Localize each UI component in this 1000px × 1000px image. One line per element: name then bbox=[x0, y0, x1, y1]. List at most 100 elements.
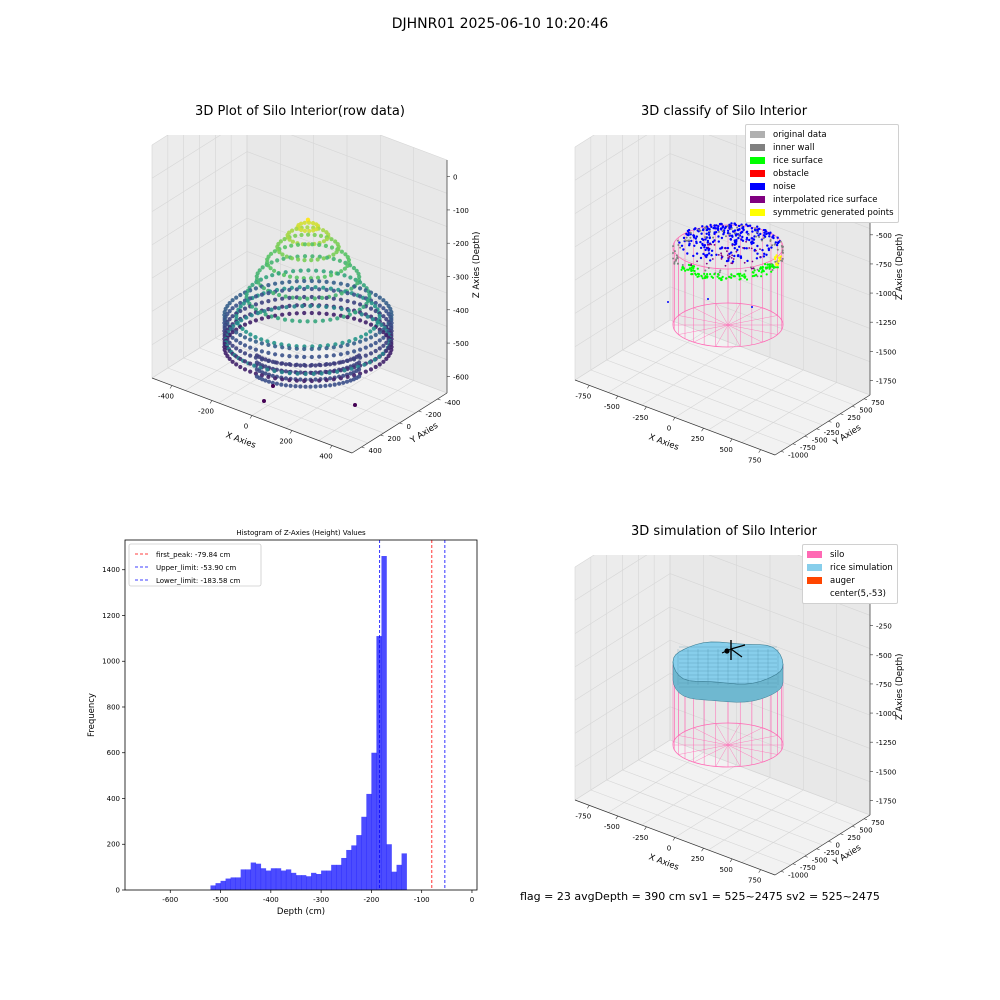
raw-data-point bbox=[297, 296, 302, 301]
histogram-y-tick-label: 0 bbox=[116, 887, 120, 895]
raw-data-point bbox=[363, 345, 368, 350]
raw-data-point bbox=[367, 360, 372, 365]
raw-data-point bbox=[337, 360, 342, 365]
classify-inner-wall-point bbox=[771, 269, 774, 271]
raw-data-point bbox=[373, 304, 378, 309]
raw-outlier-point bbox=[262, 399, 266, 403]
raw-data-point bbox=[339, 306, 344, 312]
classify-noise-point bbox=[756, 229, 759, 232]
raw-data-point bbox=[225, 353, 230, 359]
classify-interpolated-point bbox=[711, 258, 714, 260]
classify-interpolated-point bbox=[745, 240, 747, 243]
raw-data-point bbox=[280, 377, 285, 382]
raw-data-point bbox=[258, 277, 263, 282]
classify-inner-wall-point bbox=[718, 271, 721, 274]
raw-data-point bbox=[234, 330, 239, 335]
raw-data-point bbox=[373, 300, 378, 306]
classify-x-tick-label: -500 bbox=[604, 403, 620, 411]
classify-noise-point bbox=[775, 243, 779, 247]
raw-data-point bbox=[331, 369, 336, 374]
raw-y-tick bbox=[361, 446, 365, 449]
classify-noise-point bbox=[766, 244, 769, 247]
simulation-silo-bottom-spoke bbox=[727, 723, 741, 746]
classify-inner-wall-point bbox=[672, 245, 675, 248]
raw-data-point bbox=[357, 274, 362, 279]
classify-noise-point bbox=[751, 306, 753, 308]
classify-inner-wall-point bbox=[754, 227, 757, 230]
raw-data-point bbox=[334, 250, 339, 255]
classify-y-tick bbox=[852, 405, 856, 408]
classify-legend-swatch bbox=[750, 183, 765, 190]
raw-data-point bbox=[248, 361, 253, 366]
raw-data-point bbox=[296, 257, 301, 262]
classify-noise-point bbox=[721, 225, 725, 228]
simulation-y-tick bbox=[816, 848, 820, 851]
classify-x-tick bbox=[701, 428, 704, 432]
simulation-silo-bottom-spoke bbox=[715, 744, 729, 767]
classify-interpolated-point bbox=[706, 243, 709, 246]
classify-rice-surface-point bbox=[736, 273, 739, 276]
raw-data-point bbox=[234, 346, 239, 351]
raw-data-point bbox=[259, 349, 264, 354]
raw-data-point bbox=[358, 286, 363, 291]
raw-data-point bbox=[323, 362, 328, 367]
raw-data-point bbox=[302, 346, 307, 352]
classify-rice-surface-point bbox=[776, 266, 779, 269]
classify-noise-point bbox=[706, 239, 710, 243]
raw-data-point bbox=[309, 258, 314, 263]
classify-legend-item: noise bbox=[750, 180, 894, 193]
panel-classify-title: 3D classify of Silo Interior bbox=[640, 104, 808, 119]
classify-rice-surface-point bbox=[692, 265, 695, 268]
simulation-x-tick-label: 750 bbox=[748, 877, 761, 885]
raw-data-point bbox=[259, 341, 264, 346]
raw-data-point bbox=[371, 326, 376, 331]
raw-data-point bbox=[377, 330, 382, 335]
classify-interpolated-point bbox=[750, 267, 753, 270]
raw-data-point bbox=[349, 366, 354, 371]
raw-data-point bbox=[250, 282, 255, 287]
raw-data-point bbox=[273, 344, 278, 349]
raw-data-point bbox=[242, 359, 248, 364]
classify-z-tick-label: -1250 bbox=[876, 319, 896, 327]
classify-legend: original data inner wall rice surface obsta… bbox=[745, 124, 899, 223]
raw-data-point bbox=[358, 318, 363, 323]
classify-noise-point bbox=[713, 232, 716, 236]
classify-rice-surface-point bbox=[704, 276, 707, 279]
raw-data-point bbox=[381, 298, 386, 303]
raw-data-point bbox=[324, 279, 329, 284]
depth-histogram[interactable]: Histogram of Z-Axies (Height) Values -600… bbox=[80, 520, 490, 920]
histogram-bar bbox=[245, 869, 252, 890]
classify-inner-wall-point bbox=[673, 262, 676, 265]
classify-y-tick bbox=[804, 435, 808, 438]
raw-y-tick bbox=[380, 434, 384, 437]
raw-data-point bbox=[337, 258, 342, 263]
histogram-bar bbox=[376, 636, 382, 890]
raw-data-point bbox=[306, 268, 311, 273]
raw-wall-gridline bbox=[246, 184, 448, 261]
raw-data-point bbox=[295, 371, 300, 376]
raw-data-point bbox=[352, 292, 357, 297]
simulation-silo-bottom-spoke bbox=[693, 744, 729, 763]
raw-data-point bbox=[327, 370, 332, 375]
classify-rice-surface-point bbox=[770, 270, 773, 273]
raw-data-point bbox=[335, 369, 340, 374]
classify-inner-wall-point bbox=[676, 256, 679, 259]
simulation-3d-plot[interactable]: -750-500-25002505007507505002500-250-500… bbox=[560, 555, 920, 885]
raw-3d-plot[interactable]: -400-2000200400-400-20002004000-100-200-… bbox=[130, 135, 480, 465]
classify-silo-bottom-spoke bbox=[727, 307, 763, 326]
raw-data-point bbox=[238, 308, 243, 314]
raw-data-point bbox=[293, 233, 298, 238]
raw-data-point bbox=[303, 363, 308, 368]
simulation-legend-swatch bbox=[807, 564, 822, 571]
classify-wall-gridline bbox=[574, 286, 671, 347]
classify-noise-point bbox=[748, 238, 751, 242]
raw-data-point bbox=[321, 256, 326, 261]
raw-data-point bbox=[234, 362, 239, 367]
classify-noise-point bbox=[690, 239, 693, 243]
raw-data-point bbox=[238, 332, 243, 338]
classify-rice-surface-point bbox=[764, 263, 767, 266]
raw-data-point bbox=[253, 302, 258, 307]
raw-data-point bbox=[328, 383, 333, 388]
classify-y-tick-label: -750 bbox=[800, 444, 816, 452]
classify-noise-point bbox=[776, 236, 779, 239]
